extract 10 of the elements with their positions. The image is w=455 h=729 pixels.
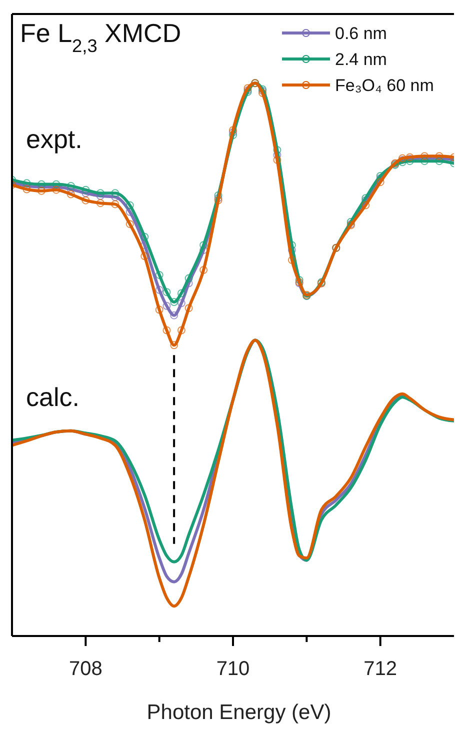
chart-title: Fe L$_{2,3}$ XMCD — [20, 18, 182, 56]
annotation: calc. — [26, 382, 80, 412]
x-tick-label: 712 — [364, 658, 398, 680]
annotation: expt. — [26, 124, 82, 154]
x-tick-label: 708 — [68, 658, 102, 680]
legend-label: 2.4 nm — [335, 50, 387, 69]
x-tick-label: 710 — [216, 658, 250, 680]
legend-label: Fe₃O₄ 60 nm — [335, 76, 434, 95]
legend-label: 0.6 nm — [335, 24, 387, 43]
x-axis-title: Photon Energy (eV) — [146, 701, 332, 724]
